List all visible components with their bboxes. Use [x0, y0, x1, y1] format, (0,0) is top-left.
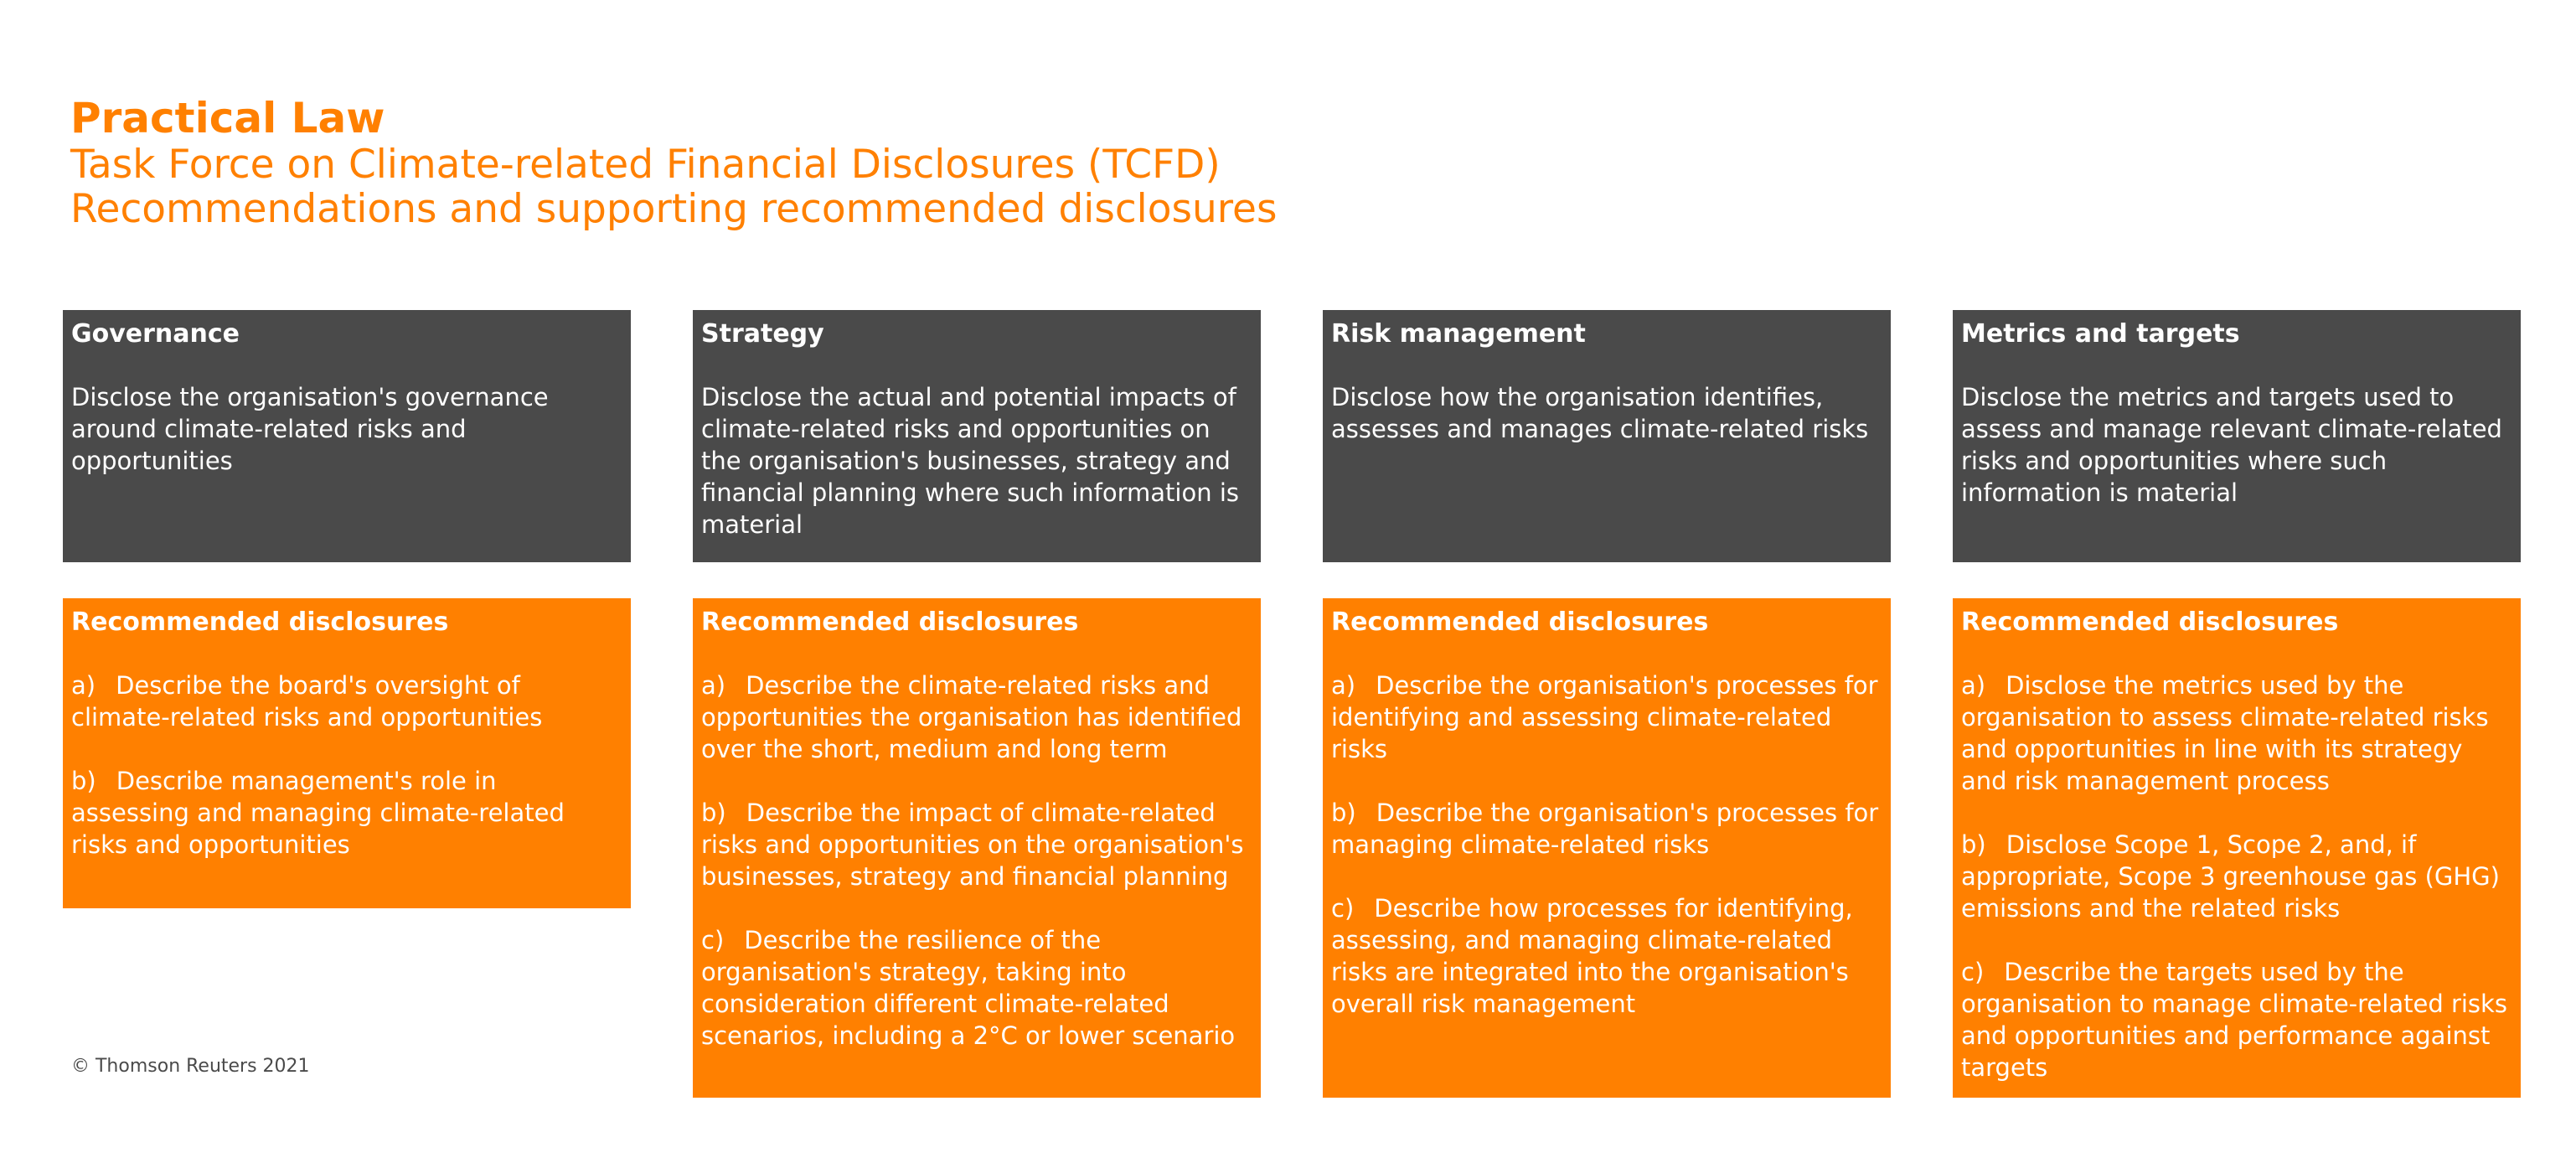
item-letter: b) [1331, 799, 1356, 827]
item-text: Describe the climate-related risks and o… [701, 671, 1242, 763]
list-item: b) Describe management's role in assessin… [71, 765, 619, 861]
column-description: Disclose the metrics and targets used to… [1961, 383, 2502, 507]
column-title: Metrics and targets [1961, 319, 2240, 349]
item-letter: a) [1331, 671, 1356, 700]
list-item: a) Disclose the metrics used by the organ… [1961, 669, 2509, 797]
disclosures-list: a) Describe the climate-related risks and… [701, 669, 1249, 1052]
brand-title: Practical Law [70, 94, 385, 142]
list-item: b) Describe the organisation's processes … [1331, 797, 1879, 861]
risk-management-disclosures-box: Recommended disclosures a) Describe the o… [1323, 598, 1891, 1098]
item-text: Describe management's role in assessing … [71, 767, 565, 859]
list-item: a) Describe the organisation's processes … [1331, 669, 1879, 765]
item-text: Describe the organisation's processes fo… [1331, 671, 1878, 763]
item-text: Disclose the metrics used by the organis… [1961, 671, 2489, 795]
metrics-targets-summary-box: Metrics and targets Disclose the metrics… [1953, 310, 2521, 562]
list-item: c) Describe the resilience of the organis… [701, 924, 1249, 1052]
column-description: Disclose how the organisation identifies… [1331, 383, 1869, 443]
disclosures-list: a) Disclose the metrics used by the organ… [1961, 669, 2509, 1083]
list-item: c) Describe how processes for identifying… [1331, 892, 1879, 1020]
disclosures-title: Recommended disclosures [71, 607, 449, 637]
item-letter: a) [1961, 671, 1986, 700]
column-description: Disclose the actual and potential impact… [701, 383, 1239, 539]
item-text: Describe the organisation's processes fo… [1331, 799, 1879, 859]
disclosures-title: Recommended disclosures [1331, 607, 1709, 637]
risk-management-summary-box: Risk management Disclose how the organis… [1323, 310, 1891, 562]
column-title: Strategy [701, 319, 824, 349]
copyright-notice: © Thomson Reuters 2021 [71, 1056, 310, 1077]
governance-disclosures-box: Recommended disclosures a) Describe the b… [63, 598, 631, 908]
item-letter: b) [1961, 830, 1986, 859]
document-title-line-1: Task Force on Climate-related Financial … [70, 142, 1221, 188]
list-item: a) Describe the climate-related risks and… [701, 669, 1249, 765]
item-letter: b) [701, 799, 726, 827]
disclosures-list: a) Describe the board's oversight of clim… [71, 669, 619, 861]
item-letter: a) [701, 671, 726, 700]
disclosures-list: a) Describe the organisation's processes … [1331, 669, 1879, 1020]
column-title: Governance [71, 319, 240, 349]
item-text: Describe the board's oversight of climat… [71, 671, 543, 732]
metrics-targets-disclosures-box: Recommended disclosures a) Disclose the m… [1953, 598, 2521, 1098]
item-text: Describe the impact of climate-related r… [701, 799, 1244, 891]
list-item: b) Describe the impact of climate-related… [701, 797, 1249, 892]
column-title: Risk management [1331, 319, 1586, 349]
item-text: Disclose Scope 1, Scope 2, and, if appro… [1961, 830, 2500, 923]
item-letter: a) [71, 671, 96, 700]
list-item: b) Disclose Scope 1, Scope 2, and, if app… [1961, 829, 2509, 924]
item-letter: b) [71, 767, 96, 795]
disclosures-title: Recommended disclosures [701, 607, 1079, 637]
item-text: Describe the targets used by the organis… [1961, 958, 2507, 1082]
item-letter: c) [1961, 958, 1985, 986]
disclosures-title: Recommended disclosures [1961, 607, 2339, 637]
strategy-disclosures-box: Recommended disclosures a) Describe the c… [693, 598, 1261, 1098]
strategy-summary-box: Strategy Disclose the actual and potenti… [693, 310, 1261, 562]
governance-summary-box: Governance Disclose the organisation's g… [63, 310, 631, 562]
item-letter: c) [701, 926, 725, 954]
item-letter: c) [1331, 894, 1355, 923]
item-text: Describe the resilience of the organisat… [701, 926, 1236, 1050]
list-item: a) Describe the board's oversight of clim… [71, 669, 619, 733]
header: Practical Law Task Force on Climate-rela… [70, 94, 1277, 231]
item-text: Describe how processes for identifying, … [1331, 894, 1853, 1018]
list-item: c) Describe the targets used by the organ… [1961, 956, 2509, 1083]
column-description: Disclose the organisation's governance a… [71, 383, 549, 475]
document-title-line-2: Recommendations and supporting recommend… [70, 186, 1278, 232]
